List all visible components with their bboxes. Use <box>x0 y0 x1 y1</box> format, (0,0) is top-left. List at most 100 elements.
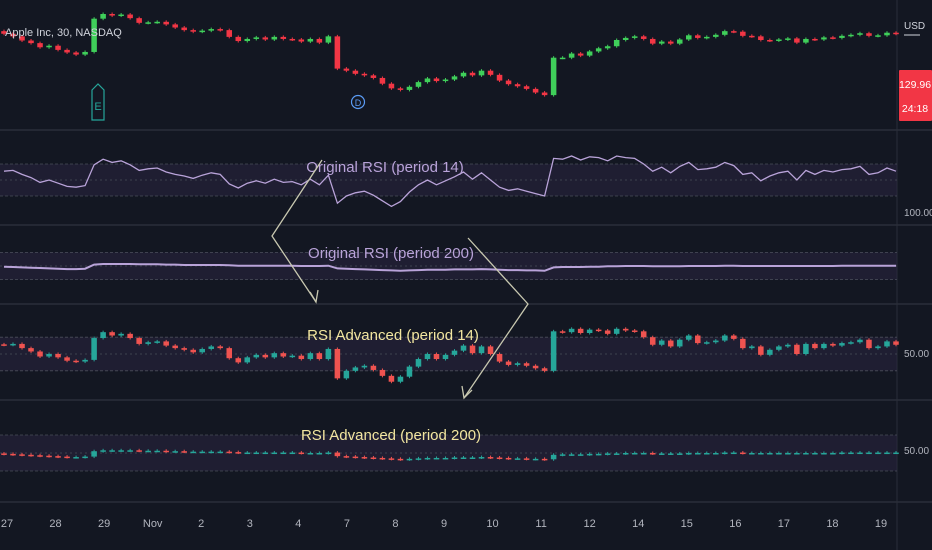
adv200-candle-25 <box>226 451 233 454</box>
adv200-candle-70 <box>631 453 638 455</box>
adv14-candle-97 <box>875 346 881 349</box>
adv14-candle-20 <box>181 348 187 350</box>
adv14-candle-48 <box>433 354 440 360</box>
adv14-candle-95 <box>857 339 863 343</box>
time-axis-label-11: 11 <box>535 518 546 530</box>
price-candle-6 <box>55 45 61 50</box>
adv14-candle-28 <box>253 354 260 358</box>
price-candle-38 <box>343 68 350 71</box>
adv14-candle-70 <box>631 330 638 332</box>
price-candle-74 <box>667 41 674 44</box>
adv14-candle-41 <box>370 365 377 370</box>
price-candle-11 <box>100 14 106 19</box>
time-axis-label-2: 29 <box>98 518 110 530</box>
adv14-candle-30 <box>271 353 278 358</box>
time-axis-label-3: Nov <box>143 518 163 530</box>
dividend-marker-shape[interactable] <box>350 94 366 110</box>
adv200-candle-95 <box>857 452 863 455</box>
adv14-candle-53 <box>478 346 485 354</box>
adv14-candle-89 <box>803 343 809 354</box>
adv200-candle-99 <box>893 452 899 455</box>
price-candle-61 <box>550 57 557 96</box>
adv200-candle-71 <box>640 453 647 455</box>
earnings-marker[interactable]: E <box>91 83 105 121</box>
price-candle-59 <box>532 88 539 93</box>
time-axis-label-17: 18 <box>826 518 838 530</box>
adv200-candle-93 <box>839 452 845 455</box>
adv200-candle-52 <box>469 457 476 459</box>
adv200-candle-4 <box>37 455 43 457</box>
price-candle-24 <box>217 29 224 31</box>
price-candle-62 <box>559 57 566 60</box>
price-candle-65 <box>586 51 593 56</box>
adv14-candle-88 <box>794 344 800 354</box>
adv14-candle-69 <box>622 328 629 331</box>
price-candle-37 <box>334 36 341 69</box>
price-candle-52 <box>469 72 476 76</box>
adv14-candle-36 <box>325 348 332 360</box>
adv200-candle-73 <box>658 453 665 455</box>
adv200-candle-28 <box>253 452 260 455</box>
annotation-arrows <box>271 159 529 400</box>
price-candle-88 <box>794 38 800 43</box>
price-candle-17 <box>154 21 160 24</box>
adv200-candle-34 <box>307 453 314 455</box>
adv14-candle-3 <box>28 348 34 352</box>
adv14-candle-42 <box>379 369 386 376</box>
price-candle-12 <box>109 14 115 16</box>
adv200-candle-49 <box>442 457 449 460</box>
last-price-tag-bg[interactable] <box>899 70 932 121</box>
price-candle-80 <box>722 31 728 35</box>
adv200-candle-72 <box>649 453 656 455</box>
adv200-candle-50 <box>451 457 458 459</box>
adv200-candle-20 <box>181 451 187 453</box>
adv14-scale-label: 50.00 <box>904 349 929 360</box>
adv200-candle-45 <box>406 458 413 461</box>
adv14-candle-78 <box>704 342 710 344</box>
adv14-candle-54 <box>487 346 494 354</box>
price-candle-18 <box>163 21 169 25</box>
adv200-candle-47 <box>424 457 431 460</box>
arrow-rsi14-head <box>309 289 319 304</box>
adv14-candle-27 <box>244 357 251 363</box>
last-price-tag[interactable]: 129.96 24:18 <box>899 70 932 121</box>
adv14-candle-94 <box>848 342 854 344</box>
price-candle-83 <box>749 35 755 38</box>
time-axis[interactable]: 27 28 29 Nov 2 3 4 7 8 9 10 11 12 14 15 16 17 18 19 <box>1 518 887 530</box>
adv14-candle-62 <box>559 331 566 333</box>
price-candle-77 <box>695 35 701 38</box>
time-axis-label-18: 19 <box>875 518 887 530</box>
adv14-candle-15 <box>136 338 142 344</box>
adv200-candle-59 <box>532 458 539 461</box>
price-candle-25 <box>226 30 233 37</box>
adv200-candle-65 <box>586 453 593 456</box>
adv200-candle-48 <box>433 457 440 460</box>
adv200-candle-29 <box>262 452 269 455</box>
adv200-candle-39 <box>352 456 359 459</box>
price-candle-20 <box>181 27 187 31</box>
price-candle-73 <box>658 41 665 44</box>
adv200-candle-16 <box>145 450 151 453</box>
adv14-candle-50 <box>451 350 458 355</box>
time-axis-label-7: 7 <box>344 518 350 530</box>
adv200-candle-64 <box>577 454 584 456</box>
earnings-marker-label: E <box>94 101 101 113</box>
adv200-candle-97 <box>875 452 881 455</box>
adv200-candle-37 <box>334 452 341 457</box>
price-candle-45 <box>406 86 413 90</box>
adv200-candle-40 <box>361 457 368 459</box>
adv14-candle-35 <box>316 353 323 360</box>
time-axis-label-12: 12 <box>584 518 596 530</box>
earnings-marker-shape[interactable] <box>91 83 105 121</box>
adv14-candle-67 <box>604 330 611 334</box>
adv200-candle-3 <box>28 454 34 457</box>
adv200-candle-96 <box>866 452 872 455</box>
adv200-candle-62 <box>559 454 566 456</box>
adv200-candle-0 <box>1 453 7 455</box>
adv200-candle-42 <box>379 457 386 460</box>
price-candle-46 <box>415 82 422 87</box>
adv200-candle-8 <box>73 457 79 459</box>
price-candle-9 <box>82 51 88 55</box>
dividend-marker[interactable]: D <box>350 94 366 110</box>
